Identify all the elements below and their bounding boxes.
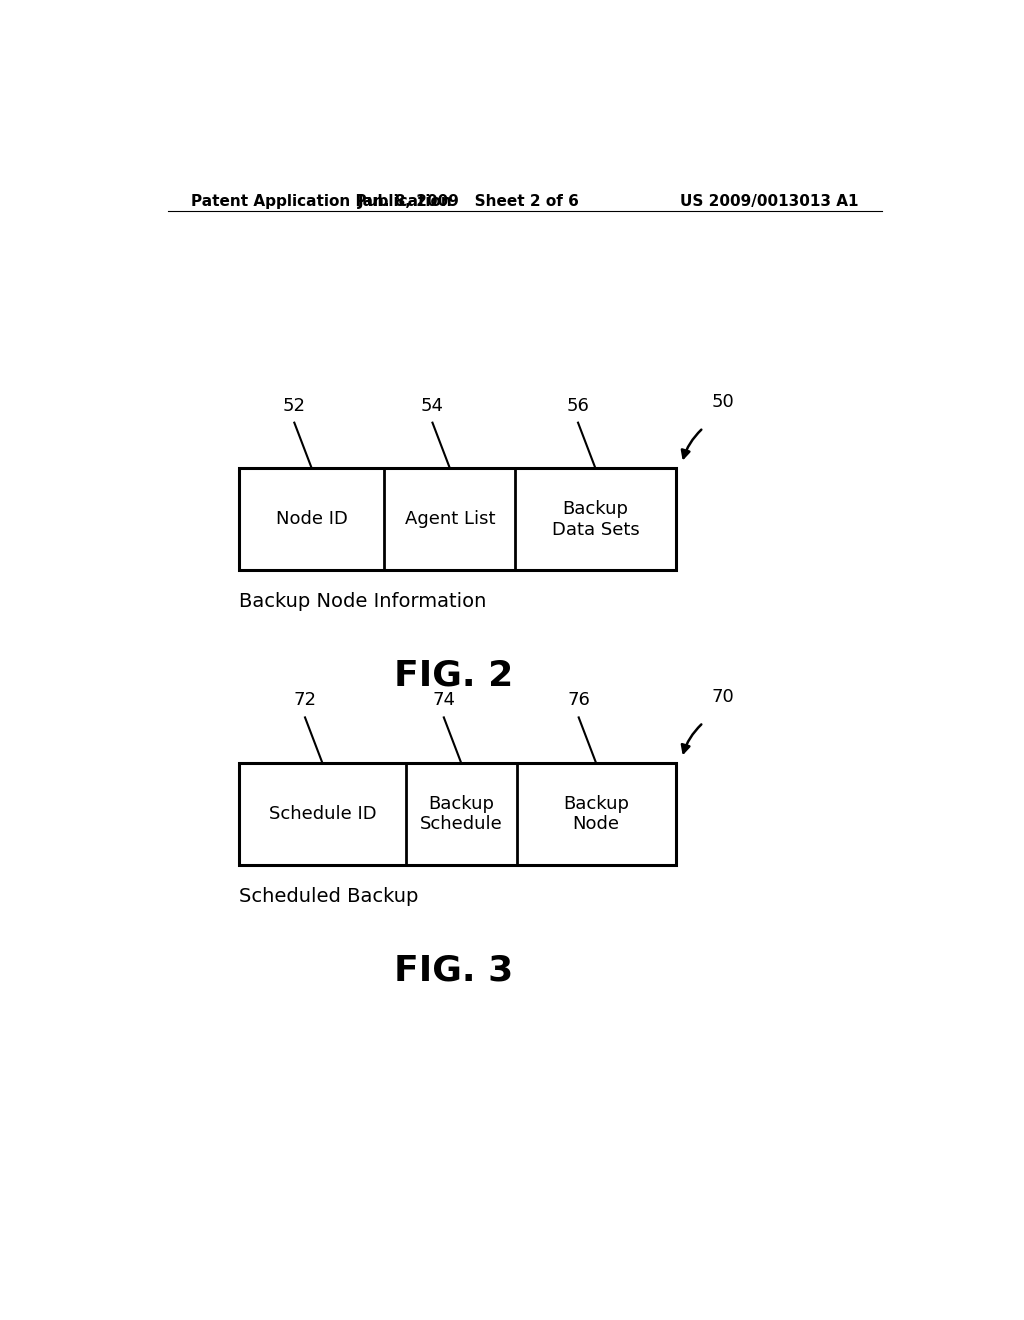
Text: Patent Application Publication: Patent Application Publication	[191, 194, 453, 209]
Text: Scheduled Backup: Scheduled Backup	[240, 887, 419, 906]
Text: 50: 50	[712, 393, 734, 412]
Text: Backup Node Information: Backup Node Information	[240, 593, 486, 611]
Text: 54: 54	[421, 396, 444, 414]
Text: US 2009/0013013 A1: US 2009/0013013 A1	[680, 194, 858, 209]
Text: 70: 70	[712, 688, 734, 706]
Text: FIG. 2: FIG. 2	[394, 659, 513, 693]
Text: Backup
Node: Backup Node	[563, 795, 629, 833]
Text: 76: 76	[567, 692, 590, 709]
Text: 56: 56	[566, 396, 590, 414]
Text: FIG. 3: FIG. 3	[394, 953, 513, 987]
Text: 74: 74	[432, 692, 456, 709]
Text: Jan. 8, 2009   Sheet 2 of 6: Jan. 8, 2009 Sheet 2 of 6	[358, 194, 581, 209]
Text: Schedule ID: Schedule ID	[268, 805, 376, 822]
Text: Agent List: Agent List	[404, 511, 496, 528]
Bar	[240, 763, 676, 865]
Text: Backup
Schedule: Backup Schedule	[420, 795, 503, 833]
Text: 72: 72	[294, 692, 316, 709]
Bar	[240, 469, 676, 570]
Text: 52: 52	[283, 396, 306, 414]
Text: Node ID: Node ID	[275, 511, 348, 528]
Text: Backup
Data Sets: Backup Data Sets	[552, 500, 639, 539]
